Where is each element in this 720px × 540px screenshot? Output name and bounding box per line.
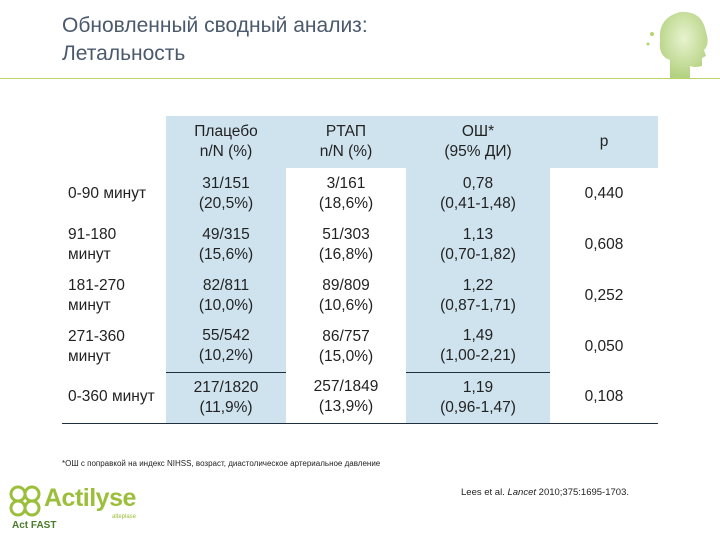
citation: Lees et al. Lancet 2010;375:1695-1703. [461,487,629,498]
p-cell: 0,252 [584,286,624,304]
or-cell: 1,19 (0,96-1,47) [406,371,550,424]
rtap-cell: 51/303 (16,8%) [318,225,374,263]
row-label: 0-360 минут [62,372,166,424]
placebo-cell: 55/542 (10,2%) [166,321,286,372]
rtap-cell: 89/809 (10,6%) [318,276,374,314]
row-label: 181-270 минут [68,276,125,314]
rtap-cell: 257/1849 (13,9%) [286,372,406,424]
table-row: 271-360 минут 55/542 (10,2%) 86/757 (15,0%)… [62,321,658,372]
header-cell: PTAП n/N (%) [286,116,406,168]
or-cell: 1,13 (0,70-1,82) [406,219,550,270]
logo-mark-icon [9,485,41,517]
head-silhouette-icon [646,11,708,78]
header-cell: Плацебо n/N (%) [166,116,286,168]
or-cell: 1,22 (0,87-1,71) [406,270,550,321]
row-label: 0-90 минут [68,184,147,202]
mortality-table: Плацебо n/N (%) PTAП n/N (%) ОШ* (95% ДИ) p… [62,116,658,424]
title-line-2: Летальность [62,42,186,65]
placebo-cell: 49/315 (15,6%) [166,219,286,270]
title-divider [0,78,720,79]
footnote: *ОШ с поправкой на индекс NIHSS, возраст… [62,459,381,468]
slide-title: Обновленный сводный анализ: Летальность [62,12,622,68]
header-cell: p [550,116,658,168]
placebo-cell: 31/151 (20,5%) [166,168,286,219]
logo-tagline: Act FAST [12,520,57,531]
or-cell: 1,49 (1,00-2,21) [406,321,550,372]
row-label: 91-180 минут [68,225,117,263]
row-label: 271-360 минут [68,327,125,365]
table-row: 181-270 минут 82/811 (10,0%) 89/809 (10,6%)… [62,270,658,321]
actilyse-logo: Actilyse alteplase Act FAST [6,482,166,538]
p-cell: 0,108 [550,372,658,424]
table-row-total: 0-360 минут 217/1820 (11,9%) 257/1849 (13,… [62,371,658,424]
rtap-cell: 3/161 (18,6%) [318,174,374,212]
title-line-1: Обновленный сводный анализ: [62,14,368,37]
placebo-cell: 82/811 (10,0%) [166,270,286,321]
citation-journal: Lancet [507,487,537,498]
logo-subtitle: alteplase [112,514,137,520]
table-row: 91-180 минут 49/315 (15,6%) 51/303 (16,8%) … [62,219,658,270]
p-cell: 0,608 [584,235,624,253]
header-cell [62,116,166,168]
or-cell: 0,78 (0,41-1,48) [406,168,550,219]
placebo-cell: 217/1820 (11,9%) [166,371,286,424]
logo-wordmark: Actilyse [44,484,136,512]
header-cell: ОШ* (95% ДИ) [406,116,550,168]
p-cell: 0,440 [584,184,624,202]
p-cell: 0,050 [584,337,624,355]
table-header-row: Плацебо n/N (%) PTAП n/N (%) ОШ* (95% ДИ) p [62,116,658,168]
rtap-cell: 86/757 (15,0%) [318,327,374,365]
table-row: 0-90 минут 31/151 (20,5%) 3/161 (18,6%) 0,… [62,168,658,219]
